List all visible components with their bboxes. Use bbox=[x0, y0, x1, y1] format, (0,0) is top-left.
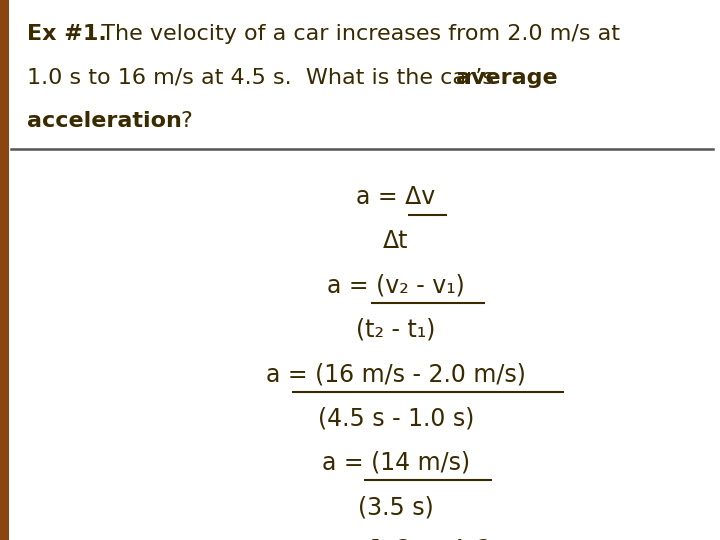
Text: Δt: Δt bbox=[383, 230, 409, 253]
Text: acceleration: acceleration bbox=[27, 111, 182, 131]
Text: (3.5 s): (3.5 s) bbox=[358, 495, 434, 519]
Text: Ex #1.: Ex #1. bbox=[27, 24, 107, 44]
Text: a = 4.0 m/s²: a = 4.0 m/s² bbox=[302, 537, 490, 540]
Text: The velocity of a car increases from 2.0 m/s at: The velocity of a car increases from 2.0… bbox=[87, 24, 620, 44]
Text: (t₂ - t₁): (t₂ - t₁) bbox=[356, 318, 436, 342]
Text: average: average bbox=[456, 68, 558, 87]
Text: a = Δv: a = Δv bbox=[356, 185, 436, 209]
Text: 1.0 s to 16 m/s at 4.5 s.  What is the car’s: 1.0 s to 16 m/s at 4.5 s. What is the ca… bbox=[27, 68, 502, 87]
Text: a = (14 m/s): a = (14 m/s) bbox=[322, 451, 470, 475]
Text: (4.5 s - 1.0 s): (4.5 s - 1.0 s) bbox=[318, 407, 474, 430]
Text: a = (16 m/s - 2.0 m/s): a = (16 m/s - 2.0 m/s) bbox=[266, 362, 526, 386]
Text: a = (v₂ - v₁): a = (v₂ - v₁) bbox=[327, 274, 465, 298]
Bar bbox=[0, 0, 9, 540]
Text: ?: ? bbox=[181, 111, 192, 131]
